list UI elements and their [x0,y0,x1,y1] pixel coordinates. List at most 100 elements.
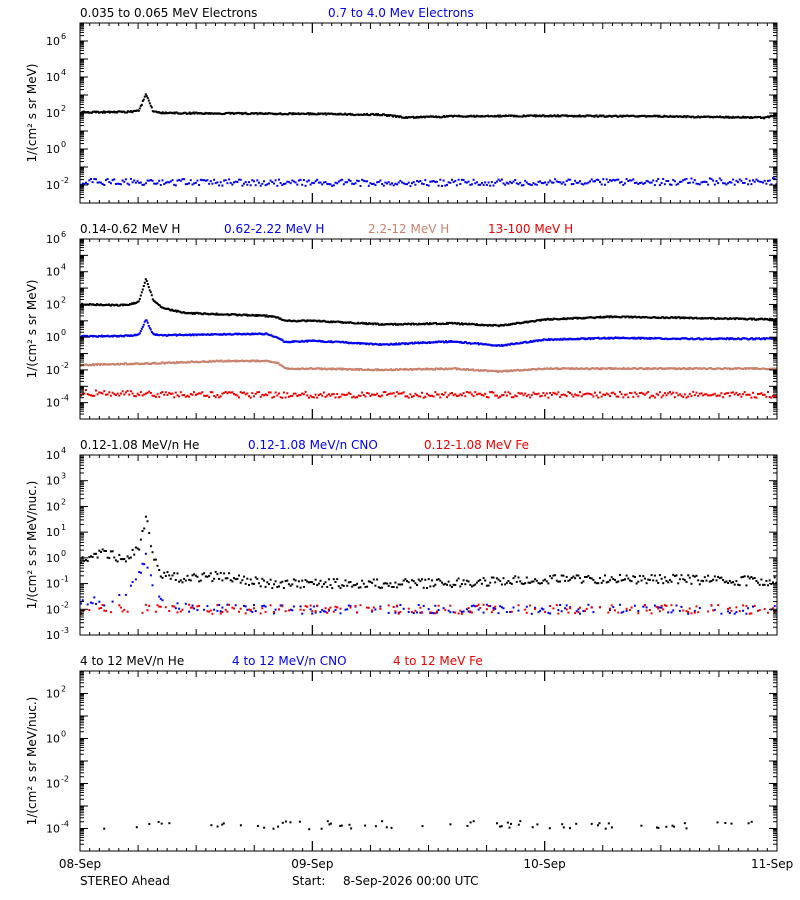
data-point [105,393,107,396]
data-point [282,587,285,589]
data-point [737,181,740,184]
data-point [264,184,267,187]
data-point [362,179,365,182]
data-point [396,391,399,394]
data-point [762,583,764,586]
data-point [484,181,487,184]
data-point [163,571,166,574]
data-point [470,585,473,588]
data-point [610,392,613,395]
data-point [620,611,623,614]
data-point [426,587,428,589]
data-point [173,183,176,186]
data-point [431,611,433,614]
data-point [101,392,104,395]
data-point [698,392,701,395]
data-point [622,396,625,399]
data-point [361,178,364,181]
data-point [159,392,162,395]
data-point [534,578,537,581]
data-point [133,179,136,182]
data-point [301,392,304,395]
data-point [615,581,618,584]
data-point [594,581,596,584]
data-point [311,612,314,615]
data-point [630,179,633,182]
data-point [640,391,643,394]
data-point [143,527,146,530]
data-point [362,582,365,585]
data-point [382,391,385,394]
data-point [256,391,259,394]
data-point [560,574,563,577]
data-point [292,605,295,608]
data-point [302,393,305,396]
data-point [174,362,177,365]
data-point [627,577,630,580]
data-point [570,393,573,396]
data-point [123,558,126,560]
data-point [95,304,97,307]
data-point [635,393,638,396]
data-point [206,605,209,608]
data-point [745,177,748,180]
data-point [434,604,437,607]
data-point [722,579,725,581]
data-point [693,575,696,578]
data-point [140,327,143,330]
data-point [137,300,140,303]
data-point [678,316,681,319]
data-point [753,396,756,399]
data-point [692,574,695,577]
data-point [91,602,94,605]
data-point [307,179,310,182]
data-point [221,392,224,395]
data-point [653,574,656,577]
data-point [587,603,590,606]
legend-label: 0.7 to 4.0 Mev Electrons [328,6,474,20]
data-point [364,585,367,588]
data-point [672,573,675,576]
data-point [173,396,176,399]
data-point [347,604,350,607]
data-point [287,395,290,398]
data-point [289,608,292,611]
data-point [105,179,107,182]
data-point [354,182,357,185]
data-point [261,605,264,608]
data-point [268,182,270,185]
data-point [674,367,677,370]
data-point [381,586,384,589]
data-point [304,390,307,393]
data-point [324,610,327,613]
data-point [480,182,483,184]
data-point [509,180,512,183]
data-point [625,178,628,180]
data-point [490,391,493,393]
data-point [494,394,497,397]
data-point [331,587,334,590]
data-point [527,581,530,584]
data-point [276,586,279,588]
data-point [725,392,728,395]
data-point [198,580,201,583]
data-point [186,182,189,185]
data-point [243,391,245,394]
data-point [254,360,257,363]
data-point [592,611,595,614]
data-point [600,183,603,186]
data-point [612,178,615,181]
data-point [587,392,590,395]
data-point [459,393,462,396]
data-point [476,342,479,345]
data-point [625,574,628,577]
data-point [124,560,127,563]
data-point [677,182,680,185]
data-point [321,183,324,186]
data-point [138,298,141,300]
data-point [143,393,146,396]
data-point [585,576,588,578]
data-point [768,396,771,398]
data-point [314,611,317,614]
